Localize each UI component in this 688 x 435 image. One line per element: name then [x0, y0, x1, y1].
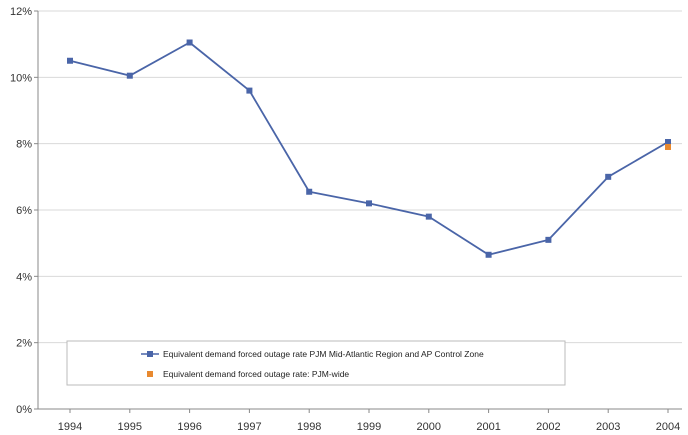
- y-tick-label: 8%: [16, 139, 32, 151]
- legend-box: [66, 340, 566, 386]
- y-tick-label: 0%: [16, 404, 32, 416]
- x-tick-label: 1996: [177, 421, 201, 433]
- data-point-0: [186, 39, 193, 46]
- data-point-0: [545, 236, 552, 243]
- x-tick-label: 1998: [297, 421, 321, 433]
- data-point-0: [605, 173, 612, 180]
- x-tick-label: 1994: [58, 421, 82, 433]
- series-line-0: [69, 41, 669, 256]
- x-tick-label: 2002: [536, 421, 560, 433]
- data-point-0: [126, 72, 133, 79]
- gridlines: [38, 10, 682, 344]
- data-point-0: [306, 188, 313, 195]
- y-tick-label: 4%: [16, 271, 32, 283]
- x-tick-label: 1999: [357, 421, 381, 433]
- data-point-0: [485, 251, 492, 258]
- data-point-1: [665, 143, 671, 150]
- x-tick-label: 2003: [596, 421, 620, 433]
- y-tick-label: 12%: [10, 6, 32, 18]
- data-point-0: [425, 213, 432, 220]
- legend-marker-0: [147, 351, 153, 357]
- data-point-0: [366, 200, 372, 207]
- data-point-0: [67, 57, 73, 64]
- y-tick-label: 6%: [16, 205, 32, 217]
- y-tick-label: 2%: [16, 338, 32, 350]
- x-tick-labels: 1994 1995 1996 1997 1998 1999 2000 2001 2002 2003…: [58, 409, 680, 433]
- legend-marker-1: [147, 371, 153, 377]
- y-tick-labels: 0% 2% 4% 6% 8% 10% 12%: [10, 6, 38, 416]
- legend: Equivalent demand forced outage rate PJM…: [66, 340, 566, 386]
- x-tick-label: 1995: [118, 421, 142, 433]
- x-tick-label: 2000: [417, 421, 441, 433]
- x-tick-label: 2004: [656, 421, 680, 433]
- data-point-0: [665, 139, 671, 146]
- series-layer: [67, 39, 671, 258]
- data-point-0: [246, 87, 253, 94]
- x-tick-label: 2001: [476, 421, 500, 433]
- legend-label-1: Equivalent demand forced outage rate: PJ…: [163, 369, 349, 379]
- legend-label-0: Equivalent demand forced outage rate PJM…: [163, 349, 484, 359]
- x-tick-label: 1997: [237, 421, 261, 433]
- y-tick-label: 10%: [10, 72, 32, 84]
